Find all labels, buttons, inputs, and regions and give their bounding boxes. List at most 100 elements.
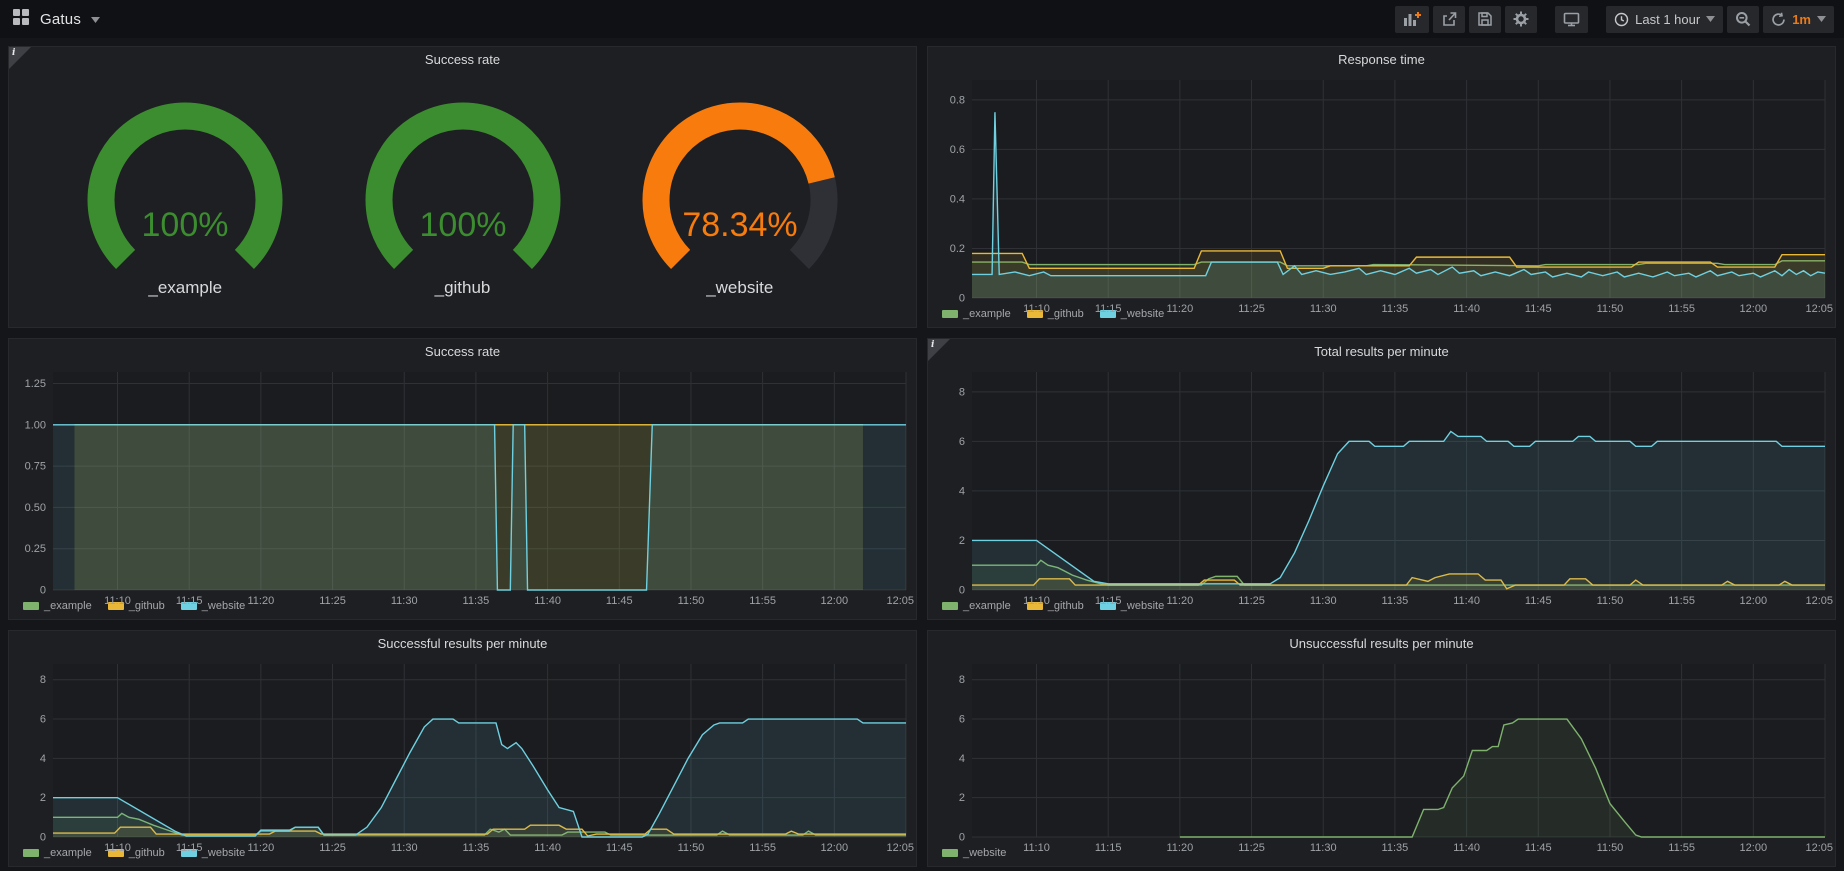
svg-text:12:05: 12:05	[1805, 842, 1833, 854]
panel-info-icon[interactable]: i	[9, 47, 31, 69]
gauge-_github: 100% _github	[352, 96, 574, 298]
svg-text:11:55: 11:55	[749, 595, 776, 607]
svg-text:11:35: 11:35	[1382, 303, 1409, 315]
svg-text:11:35: 11:35	[463, 842, 490, 854]
svg-text:6: 6	[959, 714, 965, 726]
panel-unsuccessful-results: Unsuccessful results per minute 0246811:…	[927, 630, 1836, 867]
svg-text:11:50: 11:50	[678, 595, 705, 607]
svg-text:11:25: 11:25	[319, 842, 346, 854]
svg-text:11:15: 11:15	[176, 842, 203, 854]
svg-text:11:50: 11:50	[678, 842, 705, 854]
svg-text:2: 2	[959, 535, 965, 547]
svg-text:11:10: 11:10	[1023, 595, 1050, 607]
svg-text:11:25: 11:25	[1238, 595, 1265, 607]
panel-title[interactable]: Successful results per minute	[9, 631, 916, 656]
svg-text:11:15: 11:15	[176, 595, 203, 607]
svg-text:11:20: 11:20	[248, 842, 275, 854]
svg-text:11:20: 11:20	[1167, 303, 1194, 315]
svg-text:11:50: 11:50	[1597, 303, 1624, 315]
total-results-chart[interactable]: 0246811:1011:1511:2011:2511:3011:3511:40…	[928, 364, 1835, 598]
panel-success-rate-gauges: i Success rate 100% _example 100% _githu…	[8, 46, 917, 328]
svg-text:12:00: 12:00	[1740, 842, 1768, 854]
svg-text:11:35: 11:35	[1382, 595, 1409, 607]
dashboard-grid: i Success rate 100% _example 100% _githu…	[0, 38, 1844, 867]
panel-title[interactable]: Success rate	[9, 339, 916, 364]
refresh-interval-label[interactable]: 1m	[1792, 12, 1811, 27]
zoom-out-button[interactable]	[1727, 6, 1759, 33]
panel-info-icon[interactable]: i	[928, 339, 950, 361]
panel-title[interactable]: Total results per minute	[928, 339, 1835, 364]
zoom-out-icon	[1735, 11, 1751, 27]
svg-text:0.25: 0.25	[25, 543, 46, 555]
svg-text:0.75: 0.75	[25, 461, 46, 473]
svg-text:11:55: 11:55	[1668, 303, 1695, 315]
svg-text:12:05: 12:05	[1805, 303, 1833, 315]
svg-text:0.50: 0.50	[25, 502, 46, 514]
svg-text:4: 4	[40, 753, 46, 765]
svg-text:11:40: 11:40	[534, 595, 561, 607]
svg-text:8: 8	[959, 674, 965, 686]
svg-text:12:00: 12:00	[821, 595, 849, 607]
svg-text:11:45: 11:45	[1525, 842, 1552, 854]
svg-text:11:50: 11:50	[1597, 595, 1624, 607]
svg-text:1.25: 1.25	[25, 378, 46, 390]
svg-text:12:05: 12:05	[886, 595, 914, 607]
clock-icon	[1614, 12, 1629, 27]
svg-text:11:35: 11:35	[1382, 842, 1409, 854]
svg-text:11:40: 11:40	[1453, 595, 1480, 607]
svg-text:11:45: 11:45	[606, 842, 633, 854]
success-rate-chart[interactable]: 00.250.500.751.001.2511:1011:1511:2011:2…	[9, 364, 916, 598]
svg-text:11:35: 11:35	[463, 595, 490, 607]
unsuccessful-results-chart[interactable]: 0246811:1011:1511:2011:2511:3011:3511:40…	[928, 656, 1835, 845]
caret-down-icon	[91, 10, 100, 28]
navbar-actions: Last 1 hour 1m	[1395, 6, 1834, 33]
svg-text:12:00: 12:00	[1740, 595, 1768, 607]
svg-text:11:50: 11:50	[1597, 842, 1624, 854]
svg-text:11:10: 11:10	[1023, 303, 1050, 315]
svg-text:11:25: 11:25	[1238, 842, 1265, 854]
svg-text:0.4: 0.4	[950, 193, 965, 205]
dashboard-title[interactable]: Gatus	[40, 11, 81, 28]
svg-text:11:10: 11:10	[1023, 842, 1050, 854]
svg-text:0.8: 0.8	[950, 94, 965, 106]
gauge-_example: 100% _example	[74, 96, 296, 298]
gauge-_website: 78.34% _website	[629, 96, 851, 298]
svg-text:11:55: 11:55	[1668, 842, 1695, 854]
panel-response-time: Response time 00.20.40.60.811:1011:1511:…	[927, 46, 1836, 328]
svg-text:11:55: 11:55	[749, 842, 776, 854]
time-range-label: Last 1 hour	[1635, 12, 1700, 27]
svg-text:8: 8	[959, 386, 965, 398]
panel-success-rate: Success rate 00.250.500.751.001.2511:101…	[8, 338, 917, 620]
dashboard-switcher[interactable]: Gatus	[12, 8, 100, 31]
cycle-view-button[interactable]	[1555, 6, 1588, 33]
svg-text:0: 0	[959, 585, 965, 597]
panel-title[interactable]: Response time	[928, 47, 1835, 72]
svg-text:11:25: 11:25	[1238, 303, 1265, 315]
time-range-button[interactable]: Last 1 hour	[1606, 6, 1723, 33]
save-button[interactable]	[1469, 6, 1501, 33]
add-panel-icon	[1403, 11, 1421, 27]
svg-text:11:40: 11:40	[534, 842, 561, 854]
navbar: Gatus	[0, 0, 1844, 38]
svg-text:0.2: 0.2	[950, 243, 965, 255]
svg-text:0: 0	[959, 832, 965, 844]
svg-text:11:30: 11:30	[391, 595, 418, 607]
panel-total-results: i Total results per minute 0 2 4 6 8 11:10 11:…	[927, 338, 1836, 620]
svg-text:11:15: 11:15	[1095, 595, 1122, 607]
panel-title[interactable]: Unsuccessful results per minute	[928, 631, 1835, 656]
svg-text:8: 8	[40, 674, 46, 686]
panel-title[interactable]: Success rate	[9, 47, 916, 72]
add-panel-button[interactable]	[1395, 6, 1429, 33]
refresh-button[interactable]: 1m	[1763, 6, 1834, 33]
response-time-chart[interactable]: 00.20.40.60.811:1011:1511:2011:2511:3011…	[928, 72, 1835, 306]
dashboard-grid-icon	[12, 8, 30, 31]
gauge-label: _website	[706, 278, 773, 298]
svg-text:11:20: 11:20	[1167, 595, 1194, 607]
successful-results-chart[interactable]: 0246811:1011:1511:2011:2511:3011:3511:40…	[9, 656, 916, 845]
svg-text:11:40: 11:40	[1453, 842, 1480, 854]
settings-button[interactable]	[1505, 6, 1537, 33]
svg-text:6: 6	[959, 436, 965, 448]
svg-text:4: 4	[959, 485, 965, 497]
share-button[interactable]	[1433, 6, 1465, 33]
svg-text:100%: 100%	[419, 206, 506, 244]
